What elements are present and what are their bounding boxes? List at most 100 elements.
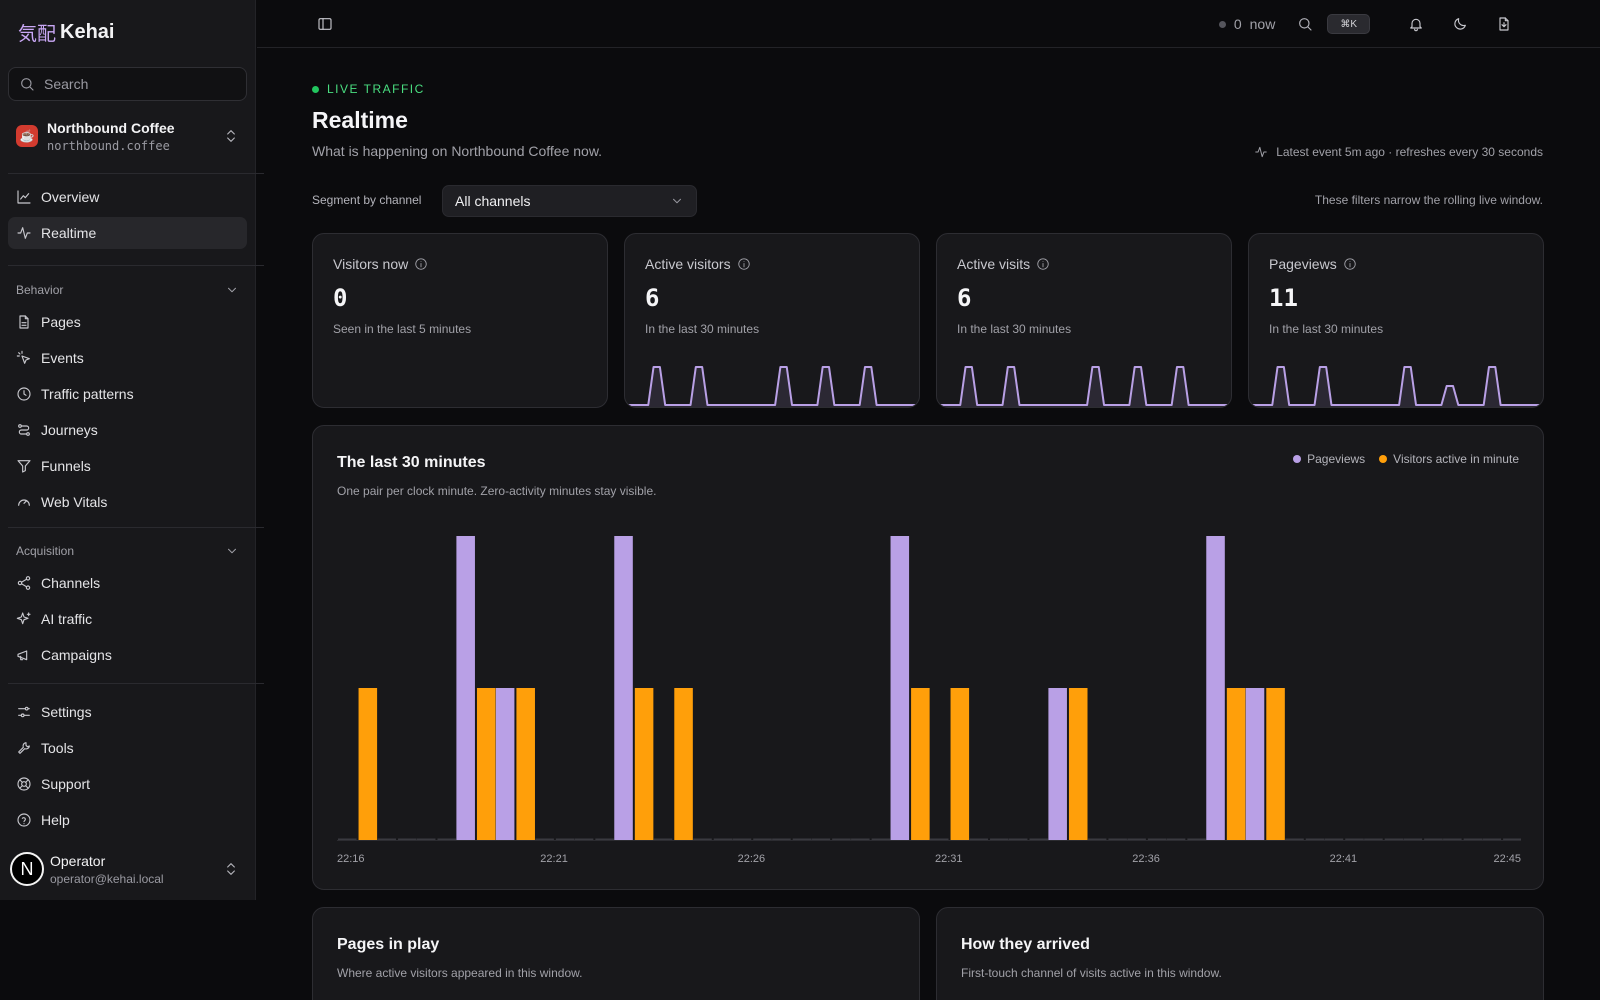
nav-channels[interactable]: Channels: [8, 567, 247, 599]
nav-label: Channels: [41, 575, 101, 591]
nav-events[interactable]: Events: [8, 342, 247, 374]
chart-bar-zero: [1463, 838, 1483, 840]
sparkline-line: [937, 366, 1231, 406]
chart-bar-zero: [1384, 838, 1404, 840]
chart-bar-zero: [811, 838, 831, 840]
chart-bar-zero: [772, 838, 791, 840]
stat-label: Active visits: [957, 256, 1031, 272]
chart-bar-zero: [1364, 838, 1383, 840]
nav-label: Realtime: [41, 225, 97, 241]
chart-bar-zero: [832, 838, 851, 840]
segment-select[interactable]: All channels: [442, 185, 697, 217]
stat-card-active-visitors: Active visitors 6 In the last 30 minutes: [624, 233, 920, 408]
sliders-icon: [18, 706, 30, 718]
nav-label: Pages: [41, 314, 81, 330]
chart-bar-visitors-2223: [634, 688, 654, 840]
chart-title: The last 30 minutes: [337, 454, 486, 471]
info-icon[interactable]: [414, 257, 428, 271]
divider: [8, 173, 264, 174]
nav-label: Funnels: [41, 458, 91, 474]
chart-bar-zero: [1403, 838, 1423, 840]
section-acquisition[interactable]: Acquisition: [16, 541, 239, 561]
brand-logo[interactable]: 気配 Kehai: [18, 18, 114, 46]
stat-caption: Seen in the last 5 minutes: [333, 322, 472, 336]
file-text-icon: [19, 315, 29, 329]
nav-pages[interactable]: Pages: [8, 306, 247, 338]
chart-bar-zero: [437, 838, 457, 840]
nav-funnels[interactable]: Funnels: [8, 450, 247, 482]
chart-bar-zero: [535, 838, 554, 840]
nav-campaigns[interactable]: Campaigns: [8, 639, 247, 671]
info-icon[interactable]: [737, 257, 751, 271]
stat-caption: In the last 30 minutes: [957, 322, 1072, 336]
chart-bar-pageviews-2223: [614, 536, 633, 840]
site-switcher[interactable]: ☕ Northbound Coffee northbound.coffee: [8, 114, 247, 158]
nav-label: Web Vitals: [41, 494, 108, 510]
chart-bar-zero: [1029, 838, 1049, 840]
chart-bar-zero: [753, 838, 772, 840]
sparkline: [937, 366, 1231, 407]
legend-swatch: [1379, 455, 1388, 463]
search-icon: [21, 78, 34, 91]
chart-bar-zero: [416, 838, 436, 840]
section-label: Behavior: [16, 283, 64, 297]
chevron-down-icon: [228, 287, 236, 293]
legend-label: Pageviews: [1307, 452, 1366, 466]
info-icon[interactable]: [1343, 257, 1357, 271]
info-icon[interactable]: [1036, 257, 1050, 271]
live-traffic-eyebrow: LIVE TRAFFIC: [312, 82, 425, 96]
user-menu[interactable]: N Operator operator@kehai.local: [8, 848, 247, 890]
panel-left-icon: [318, 18, 332, 30]
chart-bar-visitors-2224: [674, 688, 693, 840]
brand-name: Kehai: [60, 20, 115, 43]
command-shortcut[interactable]: ⌘K: [1327, 14, 1370, 34]
nav-settings[interactable]: Settings: [8, 696, 247, 728]
chart-bar-zero: [574, 838, 594, 840]
live-label: now: [1249, 16, 1276, 32]
nav-ai-traffic[interactable]: AI traffic: [8, 603, 247, 635]
nav-web-vitals[interactable]: Web Vitals: [8, 486, 247, 518]
sparkles-icon: [16, 612, 31, 625]
chart-bar-zero: [595, 838, 614, 840]
x-tick-label: 22:26: [738, 853, 766, 865]
eyebrow-label: LIVE TRAFFIC: [327, 82, 425, 96]
x-tick-label: 22:16: [337, 853, 365, 865]
how-they-arrived-card: How they arrived First-touch channel of …: [936, 907, 1544, 1000]
avatar: N: [10, 852, 44, 886]
x-tick-label: 22:45: [1493, 853, 1521, 865]
nav-realtime[interactable]: Realtime: [8, 217, 247, 249]
nav-label: Campaigns: [41, 647, 112, 663]
bar-chart: 22:16 22:21 22:26 22:31 22:36 22:41 22:45: [337, 536, 1521, 865]
chart-bar-zero: [851, 838, 870, 840]
search-icon[interactable]: [1297, 16, 1313, 32]
nav-overview[interactable]: Overview: [8, 181, 247, 213]
x-tick-label: 22:21: [540, 853, 568, 865]
filter-icon: [17, 460, 31, 473]
segment-label: Segment by channel: [312, 193, 422, 207]
bell-icon[interactable]: [1408, 16, 1424, 32]
chart-bar-zero: [1305, 838, 1325, 840]
file-export-icon[interactable]: [1496, 16, 1512, 32]
nav-tools[interactable]: Tools: [8, 732, 247, 764]
legend-item-pageviews: Pageviews: [1293, 452, 1365, 466]
pages-in-play-card: Pages in play Where active visitors appe…: [312, 907, 920, 1000]
moon-icon[interactable]: [1452, 16, 1468, 32]
chart-bar-zero: [969, 838, 989, 840]
sparkline-area: [1249, 367, 1543, 407]
nav-traffic-patterns[interactable]: Traffic patterns: [8, 378, 247, 410]
chevrons-up-down-icon: [227, 130, 235, 142]
nav-support[interactable]: Support: [8, 768, 247, 800]
sidebar-toggle-button[interactable]: [317, 16, 333, 32]
chevrons-up-down-icon: [227, 863, 235, 875]
section-behavior[interactable]: Behavior: [16, 280, 239, 300]
nav-help[interactable]: Help: [8, 804, 247, 836]
nav-journeys[interactable]: Journeys: [8, 414, 247, 446]
chevron-down-icon: [228, 548, 236, 554]
x-tick-label: 22:36: [1132, 853, 1160, 865]
stat-card-active-visits: Active visits 6 In the last 30 minutes: [936, 233, 1232, 408]
chart-bar-visitors-2234: [1068, 688, 1088, 840]
megaphone-icon: [17, 650, 28, 661]
status-dot: [1218, 20, 1226, 28]
chart-bar-zero: [990, 838, 1009, 840]
search-input[interactable]: Search: [8, 67, 247, 101]
